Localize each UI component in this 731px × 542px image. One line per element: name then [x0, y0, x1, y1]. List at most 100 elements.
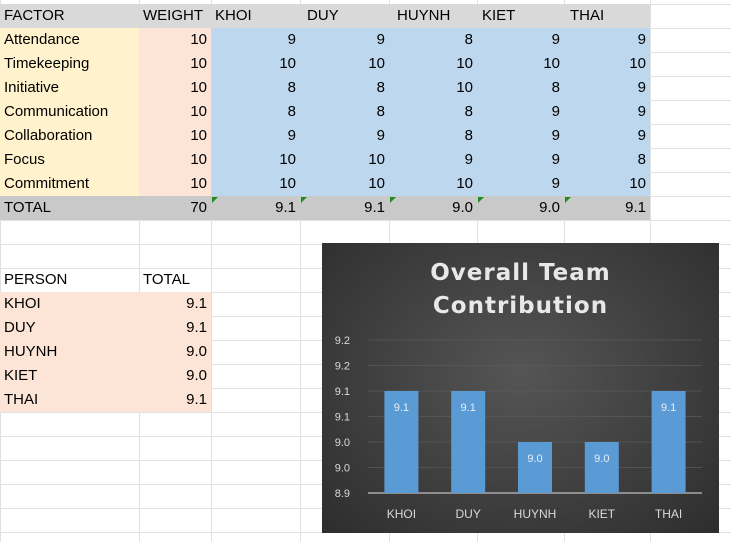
score-cell[interactable]: 10 [389, 52, 477, 76]
score-cell[interactable]: 9 [564, 100, 650, 124]
header-cell-duy[interactable]: DUY [300, 4, 389, 28]
score-cell[interactable]: 8 [564, 148, 650, 172]
summary-total-cell-text: 9.0 [186, 367, 207, 384]
summary-person-cell[interactable]: HUYNH [0, 340, 139, 364]
score-cell[interactable]: 9 [477, 100, 564, 124]
score-cell[interactable]: 9 [477, 28, 564, 52]
summary-total-cell[interactable]: 9.1 [139, 388, 211, 412]
score-cell[interactable]: 8 [211, 76, 300, 100]
total-score-cell[interactable]: 9.1 [300, 196, 389, 220]
header-cell-weight[interactable]: WEIGHT [139, 4, 211, 28]
header-cell-factor[interactable]: FACTOR [0, 4, 139, 28]
weight-cell[interactable]: 10 [139, 28, 211, 52]
summary-person-cell[interactable]: KIET [0, 364, 139, 388]
factor-cell[interactable]: Focus [0, 148, 139, 172]
bar-thai[interactable] [651, 391, 686, 493]
score-cell[interactable]: 10 [300, 52, 389, 76]
score-cell[interactable]: 10 [477, 52, 564, 76]
weight-cell[interactable]: 10 [139, 148, 211, 172]
weight-cell[interactable]: 10 [139, 172, 211, 196]
formula-indicator-icon [212, 197, 218, 203]
header-cell-kiet[interactable]: KIET [477, 4, 564, 28]
score-cell[interactable]: 10 [211, 52, 300, 76]
score-cell[interactable]: 9 [300, 124, 389, 148]
total-score-cell[interactable]: 9.1 [564, 196, 650, 220]
score-cell-text: 9 [551, 31, 560, 48]
total-label-cell[interactable]: TOTAL [0, 196, 139, 220]
formula-indicator-icon [565, 197, 571, 203]
weight-cell[interactable]: 10 [139, 52, 211, 76]
score-cell[interactable]: 10 [564, 52, 650, 76]
score-cell-text: 10 [629, 55, 646, 72]
team-contribution-chart[interactable]: Overall Team Contribution 8.9 9.0 9.0 9.1 9.… [322, 243, 719, 533]
summary-total-cell[interactable]: 9.1 [139, 316, 211, 340]
summary-total-cell[interactable]: 9.1 [139, 292, 211, 316]
summary-person-cell[interactable]: THAI [0, 388, 139, 412]
score-cell-text: 9 [376, 127, 385, 144]
summary-person-cell[interactable]: DUY [0, 316, 139, 340]
score-cell[interactable]: 8 [389, 124, 477, 148]
factor-cell[interactable]: Collaboration [0, 124, 139, 148]
weight-cell-text: 10 [190, 79, 207, 96]
factor-cell[interactable]: Attendance [0, 28, 139, 52]
score-cell[interactable]: 9 [564, 124, 650, 148]
summary-total-cell[interactable]: 9.0 [139, 340, 211, 364]
score-cell[interactable]: 9 [477, 124, 564, 148]
bar-data-label: 9.1 [394, 402, 409, 414]
header-cell-huynh[interactable]: HUYNH [389, 4, 477, 28]
bar-kiet[interactable] [584, 442, 619, 493]
score-cell-text: 10 [279, 151, 296, 168]
score-cell[interactable]: 9 [211, 28, 300, 52]
score-cell[interactable]: 10 [211, 148, 300, 172]
score-cell[interactable]: 9 [564, 76, 650, 100]
chart-title-line-1: Overall Team [430, 260, 611, 286]
score-cell[interactable]: 10 [389, 172, 477, 196]
bar-huynh[interactable] [518, 442, 552, 493]
weight-cell-text: 10 [190, 31, 207, 48]
score-cell[interactable]: 8 [389, 28, 477, 52]
score-cell[interactable]: 9 [389, 148, 477, 172]
score-cell-text: 10 [368, 55, 385, 72]
score-cell[interactable]: 10 [300, 172, 389, 196]
summary-person-cell[interactable]: KHOI [0, 292, 139, 316]
score-cell[interactable]: 10 [300, 148, 389, 172]
score-cell-text: 9 [287, 31, 296, 48]
summary-header-person[interactable]: PERSON [0, 268, 139, 292]
score-cell[interactable]: 8 [389, 100, 477, 124]
header-cell-khoi[interactable]: KHOI [211, 4, 300, 28]
score-cell[interactable]: 8 [300, 76, 389, 100]
weight-cell[interactable]: 10 [139, 100, 211, 124]
factor-cell[interactable]: Initiative [0, 76, 139, 100]
x-tick-label: THAI [655, 507, 682, 521]
total-weight-cell[interactable]: 70 [139, 196, 211, 220]
score-cell[interactable]: 10 [211, 172, 300, 196]
score-cell[interactable]: 8 [211, 100, 300, 124]
score-cell[interactable]: 8 [477, 76, 564, 100]
total-score-cell[interactable]: 9.0 [477, 196, 564, 220]
score-cell[interactable]: 9 [477, 148, 564, 172]
score-cell[interactable]: 9 [564, 28, 650, 52]
factor-cell-text: Collaboration [4, 127, 93, 144]
factor-cell[interactable]: Communication [0, 100, 139, 124]
score-cell[interactable]: 9 [477, 172, 564, 196]
factor-cell[interactable]: Commitment [0, 172, 139, 196]
summary-total-cell[interactable]: 9.0 [139, 364, 211, 388]
score-cell[interactable]: 8 [300, 100, 389, 124]
total-score-cell[interactable]: 9.1 [211, 196, 300, 220]
total-score-cell[interactable]: 9.0 [389, 196, 477, 220]
summary-header-total[interactable]: TOTAL [139, 268, 211, 292]
score-cell-text: 9 [551, 127, 560, 144]
factor-cell[interactable]: Timekeeping [0, 52, 139, 76]
header-cell-thai[interactable]: THAI [564, 4, 650, 28]
bar-khoi[interactable] [384, 391, 419, 493]
weight-cell[interactable]: 10 [139, 124, 211, 148]
bar-duy[interactable] [451, 391, 486, 493]
factor-cell-text: Communication [4, 103, 109, 120]
score-cell[interactable]: 9 [300, 28, 389, 52]
total-score-cell-text: 9.0 [452, 199, 473, 216]
weight-cell[interactable]: 10 [139, 76, 211, 100]
score-cell[interactable]: 10 [389, 76, 477, 100]
score-cell[interactable]: 10 [564, 172, 650, 196]
score-cell-text: 8 [287, 79, 296, 96]
score-cell[interactable]: 9 [211, 124, 300, 148]
